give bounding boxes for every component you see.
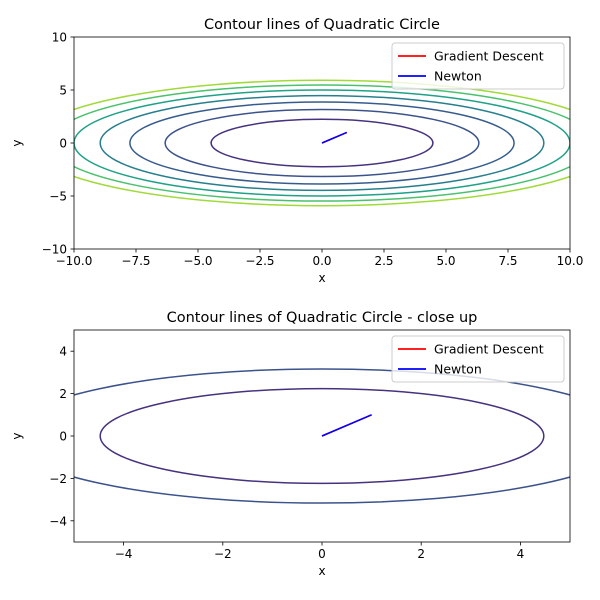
legend-box [391,42,565,90]
contour-line-80 [99,94,545,192]
y-tick-label: 4 [59,345,67,359]
contour-line-40 [164,108,480,178]
plot-area [74,79,570,207]
x-tick-label: 4 [517,547,525,561]
x-tick-label: 0 [318,547,326,561]
x-axis-label: x [318,271,325,285]
legend-entry-label: Gradient Descent [434,49,544,64]
contour-line-140 [74,79,570,207]
legend: Gradient Descent Newton [391,335,565,383]
chart-contour-full: −10.0 −7.5 −5.0 −2.5 0.0 2.5 5.0 7.5 10.0 −10 −5 0 5… [10,17,584,285]
y-tick-label: −2 [49,472,67,486]
x-tick-label: 2 [417,547,425,561]
contour-line-60 [129,101,515,185]
y-tick-label: −10 [42,243,67,257]
y-axis-label: y [10,432,24,439]
y-axis-label: y [10,139,24,146]
contour-line-20 [99,387,545,485]
legend-entry-label: Newton [434,69,482,84]
series-line-newton [321,131,348,144]
x-tick-label: −4 [115,547,133,561]
y-tick-label: −4 [49,514,67,528]
y-tick-label: 10 [52,31,67,45]
x-tick-label: −7.5 [121,254,150,268]
legend-entry-label: Gradient Descent [434,342,544,357]
x-tick-label: 5.0 [436,254,455,268]
chart-title: Contour lines of Quadratic Circle [204,17,440,33]
contour-line-20 [210,118,434,168]
x-tick-label: 2.5 [374,254,393,268]
y-tick-label: 0 [59,430,67,444]
chart-title: Contour lines of Quadratic Circle - clos… [167,310,478,326]
contour-line-100 [74,89,570,197]
y-tick-label: 5 [59,84,67,98]
x-tick-label: 10.0 [557,254,584,268]
series-line-newton [321,414,372,437]
y-tick-label: 0 [59,137,67,151]
x-axis-label: x [318,564,325,578]
legend-entry-label: Newton [434,362,482,377]
x-tick-label: −10.0 [56,254,93,268]
y-tick-label: 2 [59,387,67,401]
contour-line-40 [74,368,570,504]
chart-contour-closeup: −4 −2 0 2 4 −4 −2 0 2 4 x y Contour lines of Quadrat… [10,310,571,578]
x-tick-label: −5.0 [183,254,212,268]
contour-line-120 [74,84,570,202]
y-tick-label: −5 [49,190,67,204]
x-tick-label: −2.5 [245,254,274,268]
plot-area [74,368,570,504]
x-tick-label: 0.0 [312,254,331,268]
x-tick-label: −2 [214,547,232,561]
x-tick-label: 7.5 [498,254,517,268]
legend: Gradient Descent Newton [391,42,565,90]
legend-box [391,335,565,383]
